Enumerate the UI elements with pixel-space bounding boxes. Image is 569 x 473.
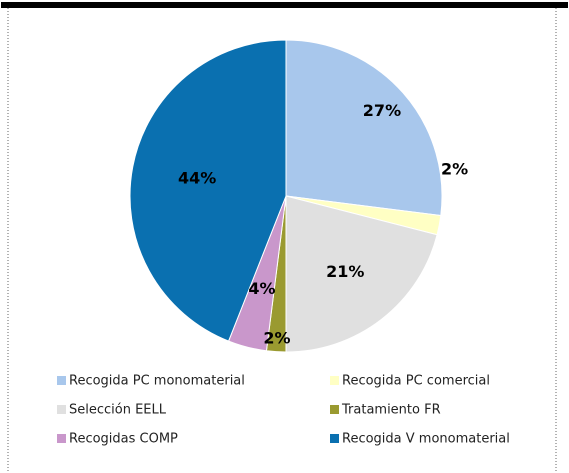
data-label: 2% [263,329,290,348]
top-bar [1,2,568,8]
data-label: 4% [248,279,275,298]
legend-swatch [330,376,339,385]
legend-swatch [57,434,66,443]
legend-label: Tratamiento FR [341,403,441,418]
legend-swatch [57,376,66,385]
legend-swatch [330,434,339,443]
legend-label: Recogida PC comercial [342,374,490,389]
pie-slice [129,39,287,342]
data-label: 27% [363,101,401,120]
data-label: 44% [178,169,216,188]
data-label: 2% [441,160,468,179]
legend-swatch [330,405,339,414]
pie-slice [285,195,438,353]
pie-slice [285,39,443,217]
data-label: 21% [326,262,364,281]
legend-label: Recogida V monomaterial [342,432,510,447]
legend-label: Recogida PC monomaterial [69,374,245,389]
legend-label: Selección EELL [69,403,167,418]
legend-swatch [57,405,66,414]
legend-label: Recogidas COMP [69,432,178,447]
